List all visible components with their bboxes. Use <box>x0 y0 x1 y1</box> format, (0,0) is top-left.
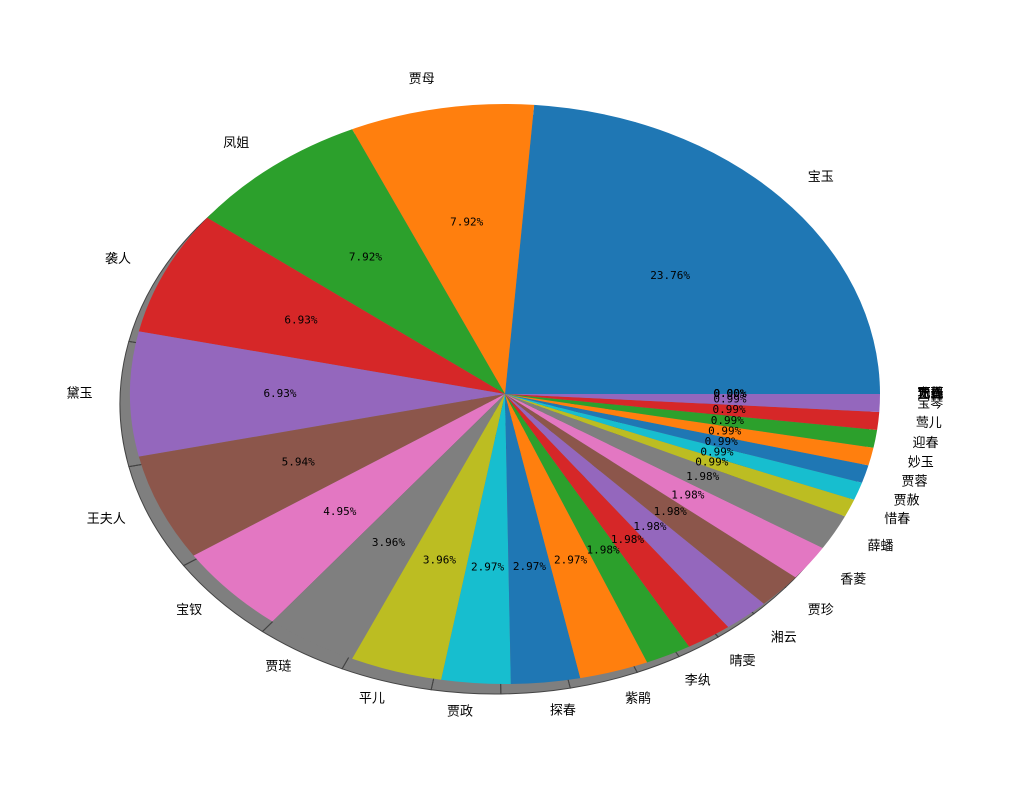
slice-27-percent-label: 0.00% <box>713 387 746 400</box>
slice-12-wedge <box>505 394 690 663</box>
slice-1-wedge <box>352 103 535 394</box>
slice-26-label: 贾环 <box>918 387 944 402</box>
slice-12-label: 李纨 <box>685 674 711 689</box>
slice-24-wedge <box>505 394 880 413</box>
slice-19-label: 贾赦 <box>894 493 920 509</box>
slice-27-label: 尤氏 <box>918 387 944 402</box>
slice-7-percent-label: 3.96% <box>372 536 405 549</box>
slice-4-wedge <box>130 331 505 457</box>
slice-2-percent-label: 7.92% <box>349 250 382 263</box>
slice-20-wedge <box>505 394 869 483</box>
slice-18-label: 惜春 <box>884 512 910 527</box>
slice-7-wedge <box>272 394 505 659</box>
slice-23-percent-label: 0.99% <box>712 403 745 416</box>
slice-1-label: 贾母 <box>409 72 435 87</box>
slice-21-label: 妙玉 <box>908 455 934 470</box>
slice-9-label: 贾政 <box>447 705 473 720</box>
slice-5-label: 王夫人 <box>87 512 126 527</box>
slice-7-label: 贾琏 <box>265 659 291 674</box>
slice-14-percent-label: 1.98% <box>633 520 666 533</box>
slice-3-label: 袭人 <box>105 252 131 267</box>
slice-21-wedge <box>505 394 874 466</box>
slice-26-percent-label: 0.00% <box>713 387 746 400</box>
slice-15-percent-label: 1.98% <box>654 505 687 518</box>
slice-13-wedge <box>505 394 729 647</box>
slice-28-percent-label: 0.00% <box>713 387 746 400</box>
slice-24-label: 宝琴 <box>917 396 943 411</box>
slice-10-label: 探春 <box>550 704 576 719</box>
slice-23-wedge <box>505 394 880 430</box>
slice-13-label: 晴雯 <box>729 654 755 669</box>
slice-3-wedge <box>138 217 505 394</box>
slice-6-percent-label: 4.95% <box>323 505 356 518</box>
slice-16-percent-label: 1.98% <box>671 488 704 501</box>
slice-21-percent-label: 0.99% <box>708 425 741 438</box>
slice-2-label: 凤姐 <box>223 136 249 151</box>
slice-11-percent-label: 2.97% <box>554 553 587 566</box>
slice-18-percent-label: 0.99% <box>695 455 728 468</box>
slice-17-label: 薛蟠 <box>867 539 893 554</box>
slice-14-label: 湘云 <box>771 631 797 646</box>
slice-25-percent-label: 0.00% <box>713 387 746 400</box>
slice-29-percent-label: 0.00% <box>713 387 746 400</box>
slice-4-percent-label: 6.93% <box>263 387 296 400</box>
slice-17-wedge <box>505 394 846 549</box>
slice-9-wedge <box>441 394 511 684</box>
slice-3-percent-label: 6.93% <box>284 314 317 327</box>
slice-24-percent-label: 0.99% <box>713 392 746 405</box>
slice-6-label: 宝钗 <box>176 603 202 618</box>
slice-0-wedge <box>505 104 880 394</box>
slice-17-percent-label: 1.98% <box>686 470 719 483</box>
slice-20-label: 贾蓉 <box>901 475 927 490</box>
slice-8-percent-label: 3.96% <box>423 553 456 566</box>
slice-29-label: 巧姐 <box>918 387 944 402</box>
slice-22-wedge <box>505 394 878 448</box>
slice-percent-labels: 23.76% 7.92% 7.92% 6.93% 6.93% 5.94% 4.95% 3.96… <box>263 216 746 574</box>
slice-22-label: 迎春 <box>913 436 939 451</box>
slice-4-label: 黛玉 <box>66 387 92 402</box>
slice-11-label: 紫鹃 <box>625 691 651 707</box>
slice-0-percent-label: 23.76% <box>650 269 690 282</box>
slice-11-wedge <box>505 394 648 679</box>
slice-14-wedge <box>505 394 764 628</box>
slice-8-wedge <box>352 394 505 680</box>
slice-19-percent-label: 0.99% <box>700 445 733 458</box>
slice-9-percent-label: 2.97% <box>471 560 504 573</box>
slice-23-label: 莺儿 <box>916 416 942 431</box>
pie-slices <box>130 103 880 684</box>
slice-25-label: 贾蔷 <box>918 387 944 402</box>
slice-2-wedge <box>207 129 505 394</box>
slice-5-percent-label: 5.94% <box>282 455 315 468</box>
slice-16-label: 香菱 <box>840 572 866 587</box>
slice-16-wedge <box>505 394 823 578</box>
slice-1-percent-label: 7.92% <box>450 216 483 229</box>
slice-13-percent-label: 1.98% <box>611 533 644 546</box>
slice-20-percent-label: 0.99% <box>705 435 738 448</box>
slice-10-percent-label: 2.97% <box>513 560 546 573</box>
slice-15-wedge <box>505 394 796 604</box>
slice-0-label: 宝玉 <box>808 170 834 185</box>
slice-28-label: 元春 <box>918 387 944 402</box>
slice-18-wedge <box>505 394 855 517</box>
slice-5-wedge <box>138 394 505 556</box>
slice-22-percent-label: 0.99% <box>711 414 744 427</box>
slice-15-label: 贾珍 <box>808 603 834 618</box>
slice-19-wedge <box>505 394 863 500</box>
slice-10-wedge <box>505 394 581 684</box>
slice-8-label: 平儿 <box>359 692 385 707</box>
slice-6-wedge <box>193 394 506 622</box>
slice-12-percent-label: 1.98% <box>587 544 620 557</box>
